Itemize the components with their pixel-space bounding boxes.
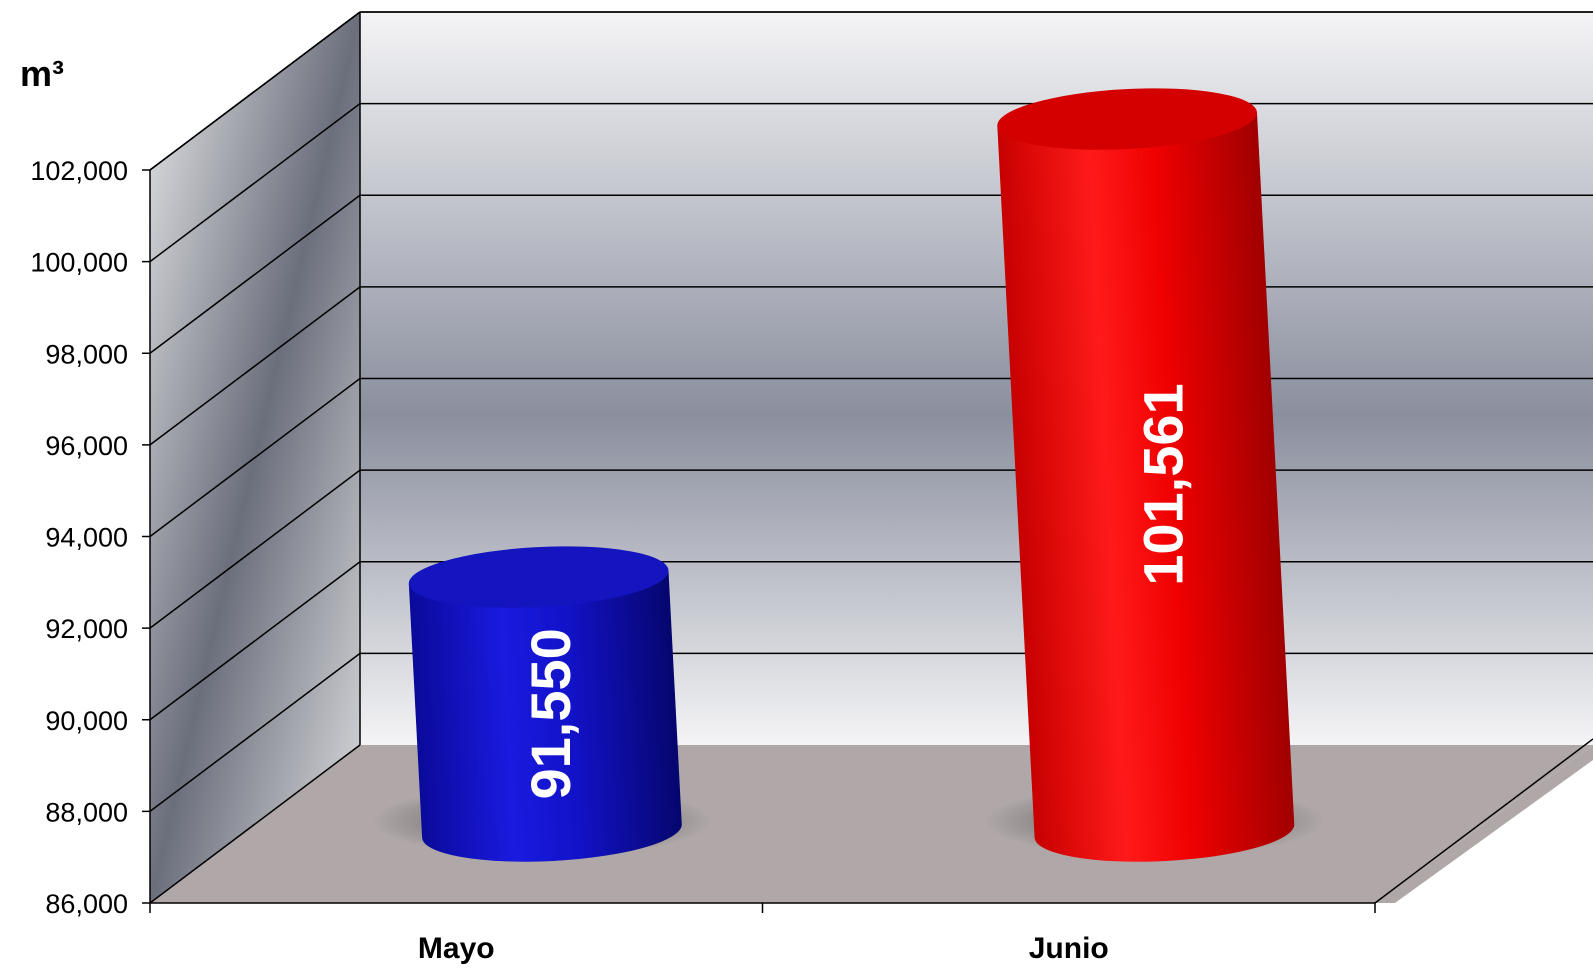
x-category-label: Mayo [418,932,495,965]
bar-top [408,546,669,608]
bar-mayo: 91,550 [371,546,712,862]
bar-body [997,112,1295,862]
x-category-label: Junio [1029,932,1109,965]
gridlines [149,11,1593,904]
unit-label: m³ [20,53,64,94]
bar-junio: 101,561 [984,88,1325,862]
y-tick-label: 92,000 [45,614,128,644]
category-labels: Mayo Junio [418,932,1109,965]
bar-body [408,570,682,862]
y-tick-label: 90,000 [45,706,128,736]
gridline-side [149,469,361,629]
gridline-side [149,377,361,538]
y-tick-label: 102,000 [30,156,128,186]
bar-value-label: 91,550 [519,628,582,799]
gridline-side [149,652,361,812]
y-tick-labels: 86,000 88,000 90,000 92,000 94,000 96,000 98,0… [30,156,128,919]
gridline-side [149,561,361,721]
gridline-side [149,194,361,354]
y-tick-label: 94,000 [45,523,128,553]
floor [150,745,1593,903]
side-top-edge [149,11,361,171]
bars: 91,550 101,561 [371,88,1325,862]
y-tick-label: 98,000 [45,339,128,369]
gridline-side [149,286,361,446]
y-tick-label: 100,000 [30,248,128,278]
y-tick-label: 96,000 [45,431,128,461]
floor-right-edge [1374,738,1593,904]
floor-right [1375,745,1593,903]
y-tick-label: 88,000 [45,797,128,827]
gridline-side [149,744,361,904]
gridline-side [149,103,361,263]
bar-top [997,88,1257,150]
bar-value-label: 101,561 [1131,383,1194,585]
axes [142,11,1593,913]
y-tick-label: 86,000 [45,889,128,919]
